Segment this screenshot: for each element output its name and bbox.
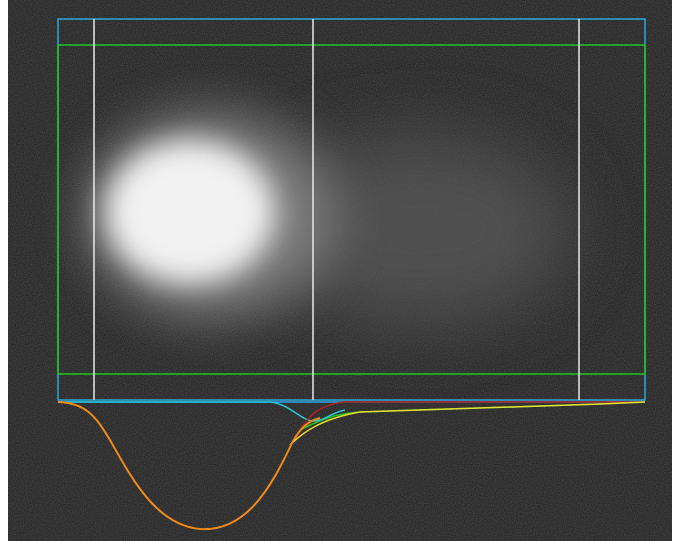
page [0,0,681,541]
comet-assay-view [0,0,681,541]
comet-head [105,140,275,284]
